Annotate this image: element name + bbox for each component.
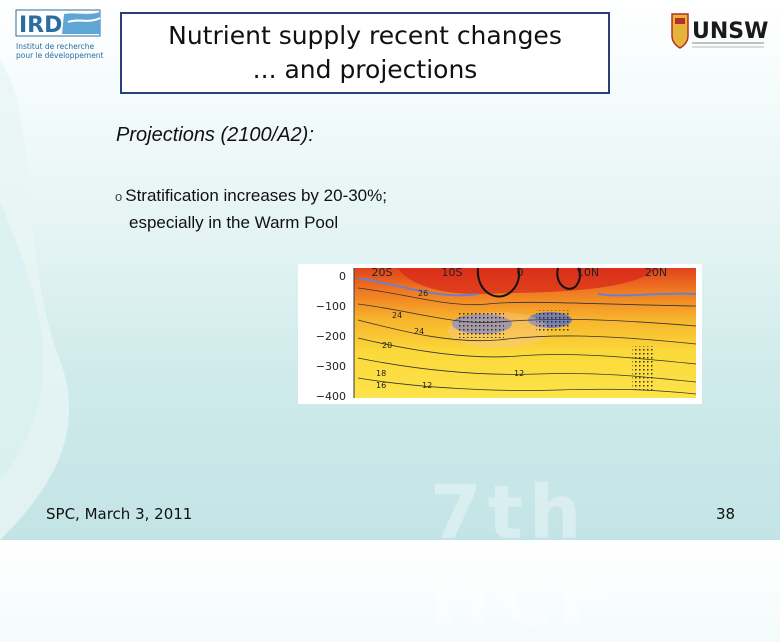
contour-label: 24 bbox=[414, 327, 424, 336]
slide-title: Nutrient supply recent changes ... and p… bbox=[120, 12, 610, 94]
ird-caption: Institut de recherche pour le développem… bbox=[16, 42, 104, 60]
x-tick-label: 20S bbox=[372, 266, 393, 279]
bullet-line1: Stratification increases by 20-30%; bbox=[125, 186, 387, 205]
y-tick-label: −200 bbox=[316, 330, 346, 343]
page-number: 38 bbox=[716, 505, 736, 523]
contour-label: 18 bbox=[376, 369, 386, 378]
unsw-logo: UNSW bbox=[671, 13, 768, 49]
y-tick-label: −100 bbox=[316, 300, 346, 313]
ird-caption-line1: Institut de recherche bbox=[16, 42, 95, 51]
bullet-marker: o bbox=[115, 189, 123, 204]
background-decoration bbox=[0, 60, 70, 540]
ird-logo: IRD bbox=[15, 9, 101, 38]
title-line1: Nutrient supply recent changes bbox=[168, 21, 562, 50]
contour-label: 16 bbox=[376, 381, 386, 390]
ird-caption-line2: pour le développement bbox=[16, 51, 104, 60]
section-subtitle: Projections (2100/A2): bbox=[116, 124, 314, 146]
title-line2: ... and projections bbox=[252, 55, 478, 84]
y-tick-label: −400 bbox=[316, 390, 346, 403]
unsw-wordmark: UNSW bbox=[692, 19, 768, 44]
x-tick-label: 20N bbox=[645, 266, 667, 279]
watermark-text: 7th HCF bbox=[430, 470, 615, 642]
contour-label: 20 bbox=[382, 341, 392, 350]
stratification-figure: 0 −100 −200 −300 −400 20S 10S 0 10N 20N … bbox=[298, 264, 702, 404]
bullet-item: o Stratification increases by 20-30%; esp… bbox=[115, 183, 387, 236]
contour-label: 26 bbox=[418, 289, 428, 298]
contour-label: 12 bbox=[422, 381, 432, 390]
y-tick-label: −300 bbox=[316, 360, 346, 373]
contour-label: 12 bbox=[514, 369, 524, 378]
footer-date: SPC, March 3, 2011 bbox=[46, 505, 193, 523]
svg-text:IRD: IRD bbox=[19, 13, 62, 38]
y-tick-label: 0 bbox=[339, 270, 346, 283]
bullet-line2: especially in the Warm Pool bbox=[129, 213, 339, 232]
x-tick-label: 10N bbox=[577, 266, 599, 279]
x-tick-label: 0 bbox=[517, 266, 524, 279]
x-tick-label: 10S bbox=[442, 266, 463, 279]
contour-label: 24 bbox=[392, 311, 402, 320]
